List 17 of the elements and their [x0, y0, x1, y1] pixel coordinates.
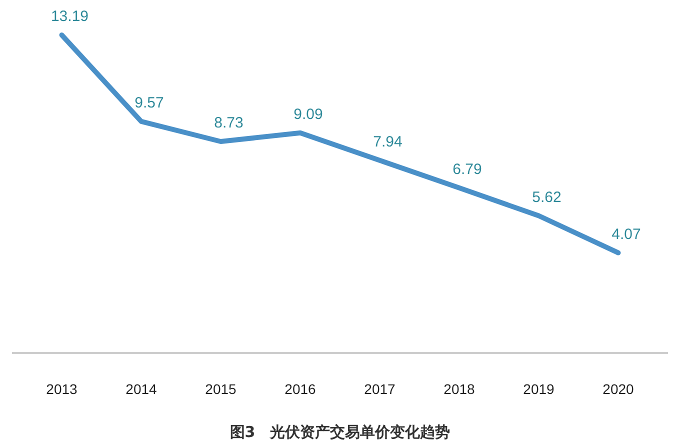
x-tick-label: 2019 [523, 381, 555, 397]
x-tick-label: 2014 [126, 381, 158, 397]
text: 图3 光伏资产交易单价变化趋势 [230, 423, 450, 441]
data-label: 5.62 [532, 188, 562, 206]
data-label: 13.19 [50, 8, 89, 25]
data-label: 9.09 [294, 106, 323, 123]
x-tick-label: 2017 [364, 381, 396, 397]
data-label: 9.57 [134, 94, 164, 112]
x-tick-label: 2015 [205, 381, 237, 397]
x-tick-label: 2013 [46, 381, 78, 397]
data-label: 8.73 [214, 114, 244, 132]
x-tick-label: 2018 [444, 381, 476, 397]
data-label: 6.79 [452, 160, 482, 178]
x-tick-label: 2016 [284, 381, 316, 397]
data-label: 7.94 [373, 133, 402, 150]
x-tick-label: 2020 [602, 381, 634, 397]
data-label: 4.07 [612, 226, 641, 243]
